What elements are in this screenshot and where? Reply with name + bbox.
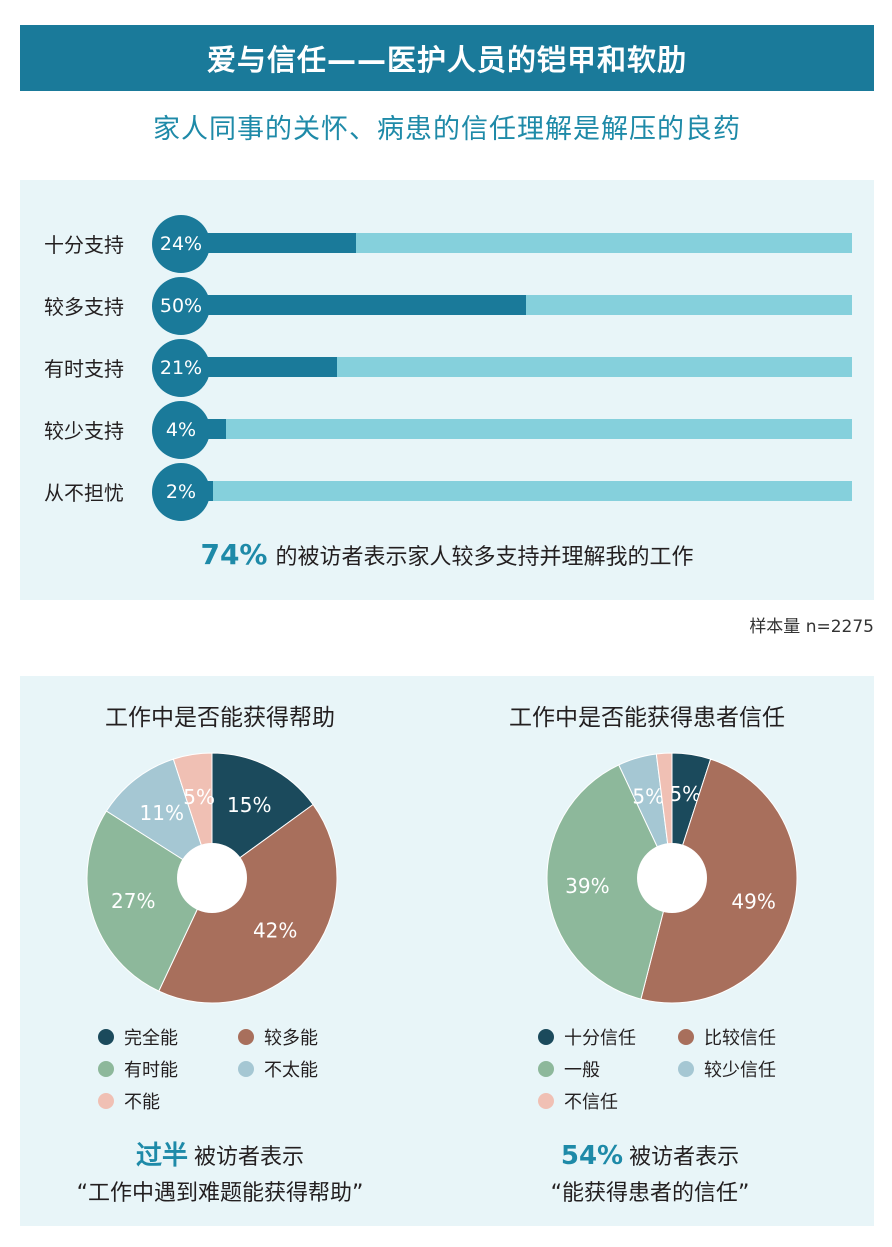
legend-label: 十分信任 — [564, 1028, 636, 1049]
pie-slice-label: 39% — [565, 874, 609, 898]
bar-track — [200, 419, 852, 439]
legend-label: 不太能 — [264, 1060, 318, 1081]
legend-label: 不信任 — [564, 1092, 618, 1113]
pie-slice — [211, 752, 314, 879]
support-bar-chart: 十分支持 24% 较多支持 50% 有时支持 21% 较少支持 4% 从不担忧 2% 74% 的被访… — [20, 180, 874, 600]
legend-item: 一般 — [538, 1056, 600, 1082]
bar-category-label: 从不担忧 — [44, 481, 124, 505]
legend-swatch — [238, 1029, 254, 1045]
pie-slice — [546, 764, 673, 1000]
sample-size-note: 样本量 n=2275 — [749, 617, 874, 637]
donut-hole — [177, 843, 247, 913]
legend-item: 较多能 — [238, 1024, 318, 1050]
help-summary-line2: “工作中遇到难题能获得帮助” — [76, 1181, 364, 1206]
trust-pie-title: 工作中是否能获得患者信任 — [509, 705, 785, 731]
legend-label: 不能 — [124, 1092, 160, 1113]
bar-track — [200, 357, 852, 377]
page-subtitle: 家人同事的关怀、病患的信任理解是解压的良药 — [153, 114, 741, 145]
donut-hole — [637, 843, 707, 913]
page-title: 爱与信任——医护人员的铠甲和软肋 — [20, 25, 874, 91]
bar-row: 较多支持 50% — [20, 274, 874, 335]
legend-swatch — [98, 1029, 114, 1045]
bar-row: 从不担忧 2% — [20, 460, 874, 521]
legend-swatch — [98, 1093, 114, 1109]
legend-swatch — [238, 1061, 254, 1077]
pie-slice — [158, 803, 338, 1004]
trust-summary-line2: “能获得患者的信任” — [550, 1181, 750, 1206]
help-pie-summary: 过半 被访者表示 “工作中遇到难题能获得帮助” — [20, 1138, 420, 1212]
bar-category-label: 十分支持 — [44, 233, 124, 257]
pie-slice-label: 5% — [669, 782, 701, 806]
pie-slice-label: 5% — [183, 785, 215, 809]
legend-item: 不能 — [98, 1088, 160, 1114]
bar-value-label: 2% — [152, 463, 210, 521]
pie-slice-label: 15% — [227, 793, 271, 817]
legend-label: 比较信任 — [704, 1028, 776, 1049]
bar-row: 较少支持 4% — [20, 398, 874, 459]
legend-item: 较少信任 — [678, 1056, 776, 1082]
legend-item: 完全能 — [98, 1024, 178, 1050]
legend-swatch — [538, 1093, 554, 1109]
bar-value-label: 24% — [152, 215, 210, 273]
pie-slice-label: 42% — [253, 918, 297, 942]
legend-item: 有时能 — [98, 1056, 178, 1082]
bar-fill — [200, 233, 357, 253]
legend-swatch — [538, 1061, 554, 1077]
bar-summary-text: 的被访者表示家人较多支持并理解我的工作 — [275, 545, 694, 570]
bar-fill — [200, 357, 337, 377]
bar-track — [200, 481, 852, 501]
legend-label: 一般 — [564, 1060, 600, 1081]
bar-category-label: 较多支持 — [44, 295, 124, 319]
legend-item: 不太能 — [238, 1056, 318, 1082]
bar-category-label: 较少支持 — [44, 419, 124, 443]
pie-slice — [640, 758, 798, 1004]
bar-category-label: 有时支持 — [44, 357, 124, 381]
legend-item: 十分信任 — [538, 1024, 636, 1050]
trust-pie-chart: 5%49%39%5%2% — [546, 748, 798, 1004]
trust-summary-line1: 被访者表示 — [629, 1145, 740, 1170]
bar-chart-summary: 74% 的被访者表示家人较多支持并理解我的工作 — [20, 538, 874, 571]
legend-item: 不信任 — [538, 1088, 618, 1114]
bar-track — [200, 295, 852, 315]
bar-summary-highlight: 74% — [200, 538, 268, 571]
pie-slice-label: 27% — [111, 889, 155, 913]
pie-slice — [105, 758, 213, 880]
pie-slice — [86, 810, 213, 992]
trust-summary-highlight: 54% — [560, 1141, 624, 1171]
bar-row: 有时支持 21% — [20, 336, 874, 397]
bar-fill — [200, 295, 526, 315]
pie-slice-label: 11% — [140, 801, 184, 825]
legend-label: 较少信任 — [704, 1060, 776, 1081]
legend-swatch — [678, 1029, 694, 1045]
help-pie-title: 工作中是否能获得帮助 — [105, 705, 335, 731]
help-summary-line1: 被访者表示 — [194, 1145, 305, 1170]
pie-charts-panel: 工作中是否能获得帮助 工作中是否能获得患者信任 15% 42% 27% 11% 5% 5… — [20, 676, 874, 1226]
pie-slice-label: 5% — [632, 784, 664, 808]
trust-pie-summary: 54% 被访者表示 “能获得患者的信任” — [460, 1138, 840, 1212]
bar-value-label: 50% — [152, 277, 210, 335]
legend-swatch — [538, 1029, 554, 1045]
pie-slice-label: 49% — [731, 890, 775, 914]
legend-label: 完全能 — [124, 1028, 178, 1049]
bar-value-label: 21% — [152, 339, 210, 397]
help-pie-chart: 15% 42% 27% 11%5% — [86, 752, 338, 1004]
legend-item: 比较信任 — [678, 1024, 776, 1050]
bar-row: 十分支持 24% — [20, 212, 874, 273]
legend-label: 较多能 — [264, 1028, 318, 1049]
legend-swatch — [678, 1061, 694, 1077]
legend-swatch — [98, 1061, 114, 1077]
bar-value-label: 4% — [152, 401, 210, 459]
legend-label: 有时能 — [124, 1060, 178, 1081]
bar-track — [200, 233, 852, 253]
help-summary-highlight: 过半 — [135, 1141, 188, 1171]
